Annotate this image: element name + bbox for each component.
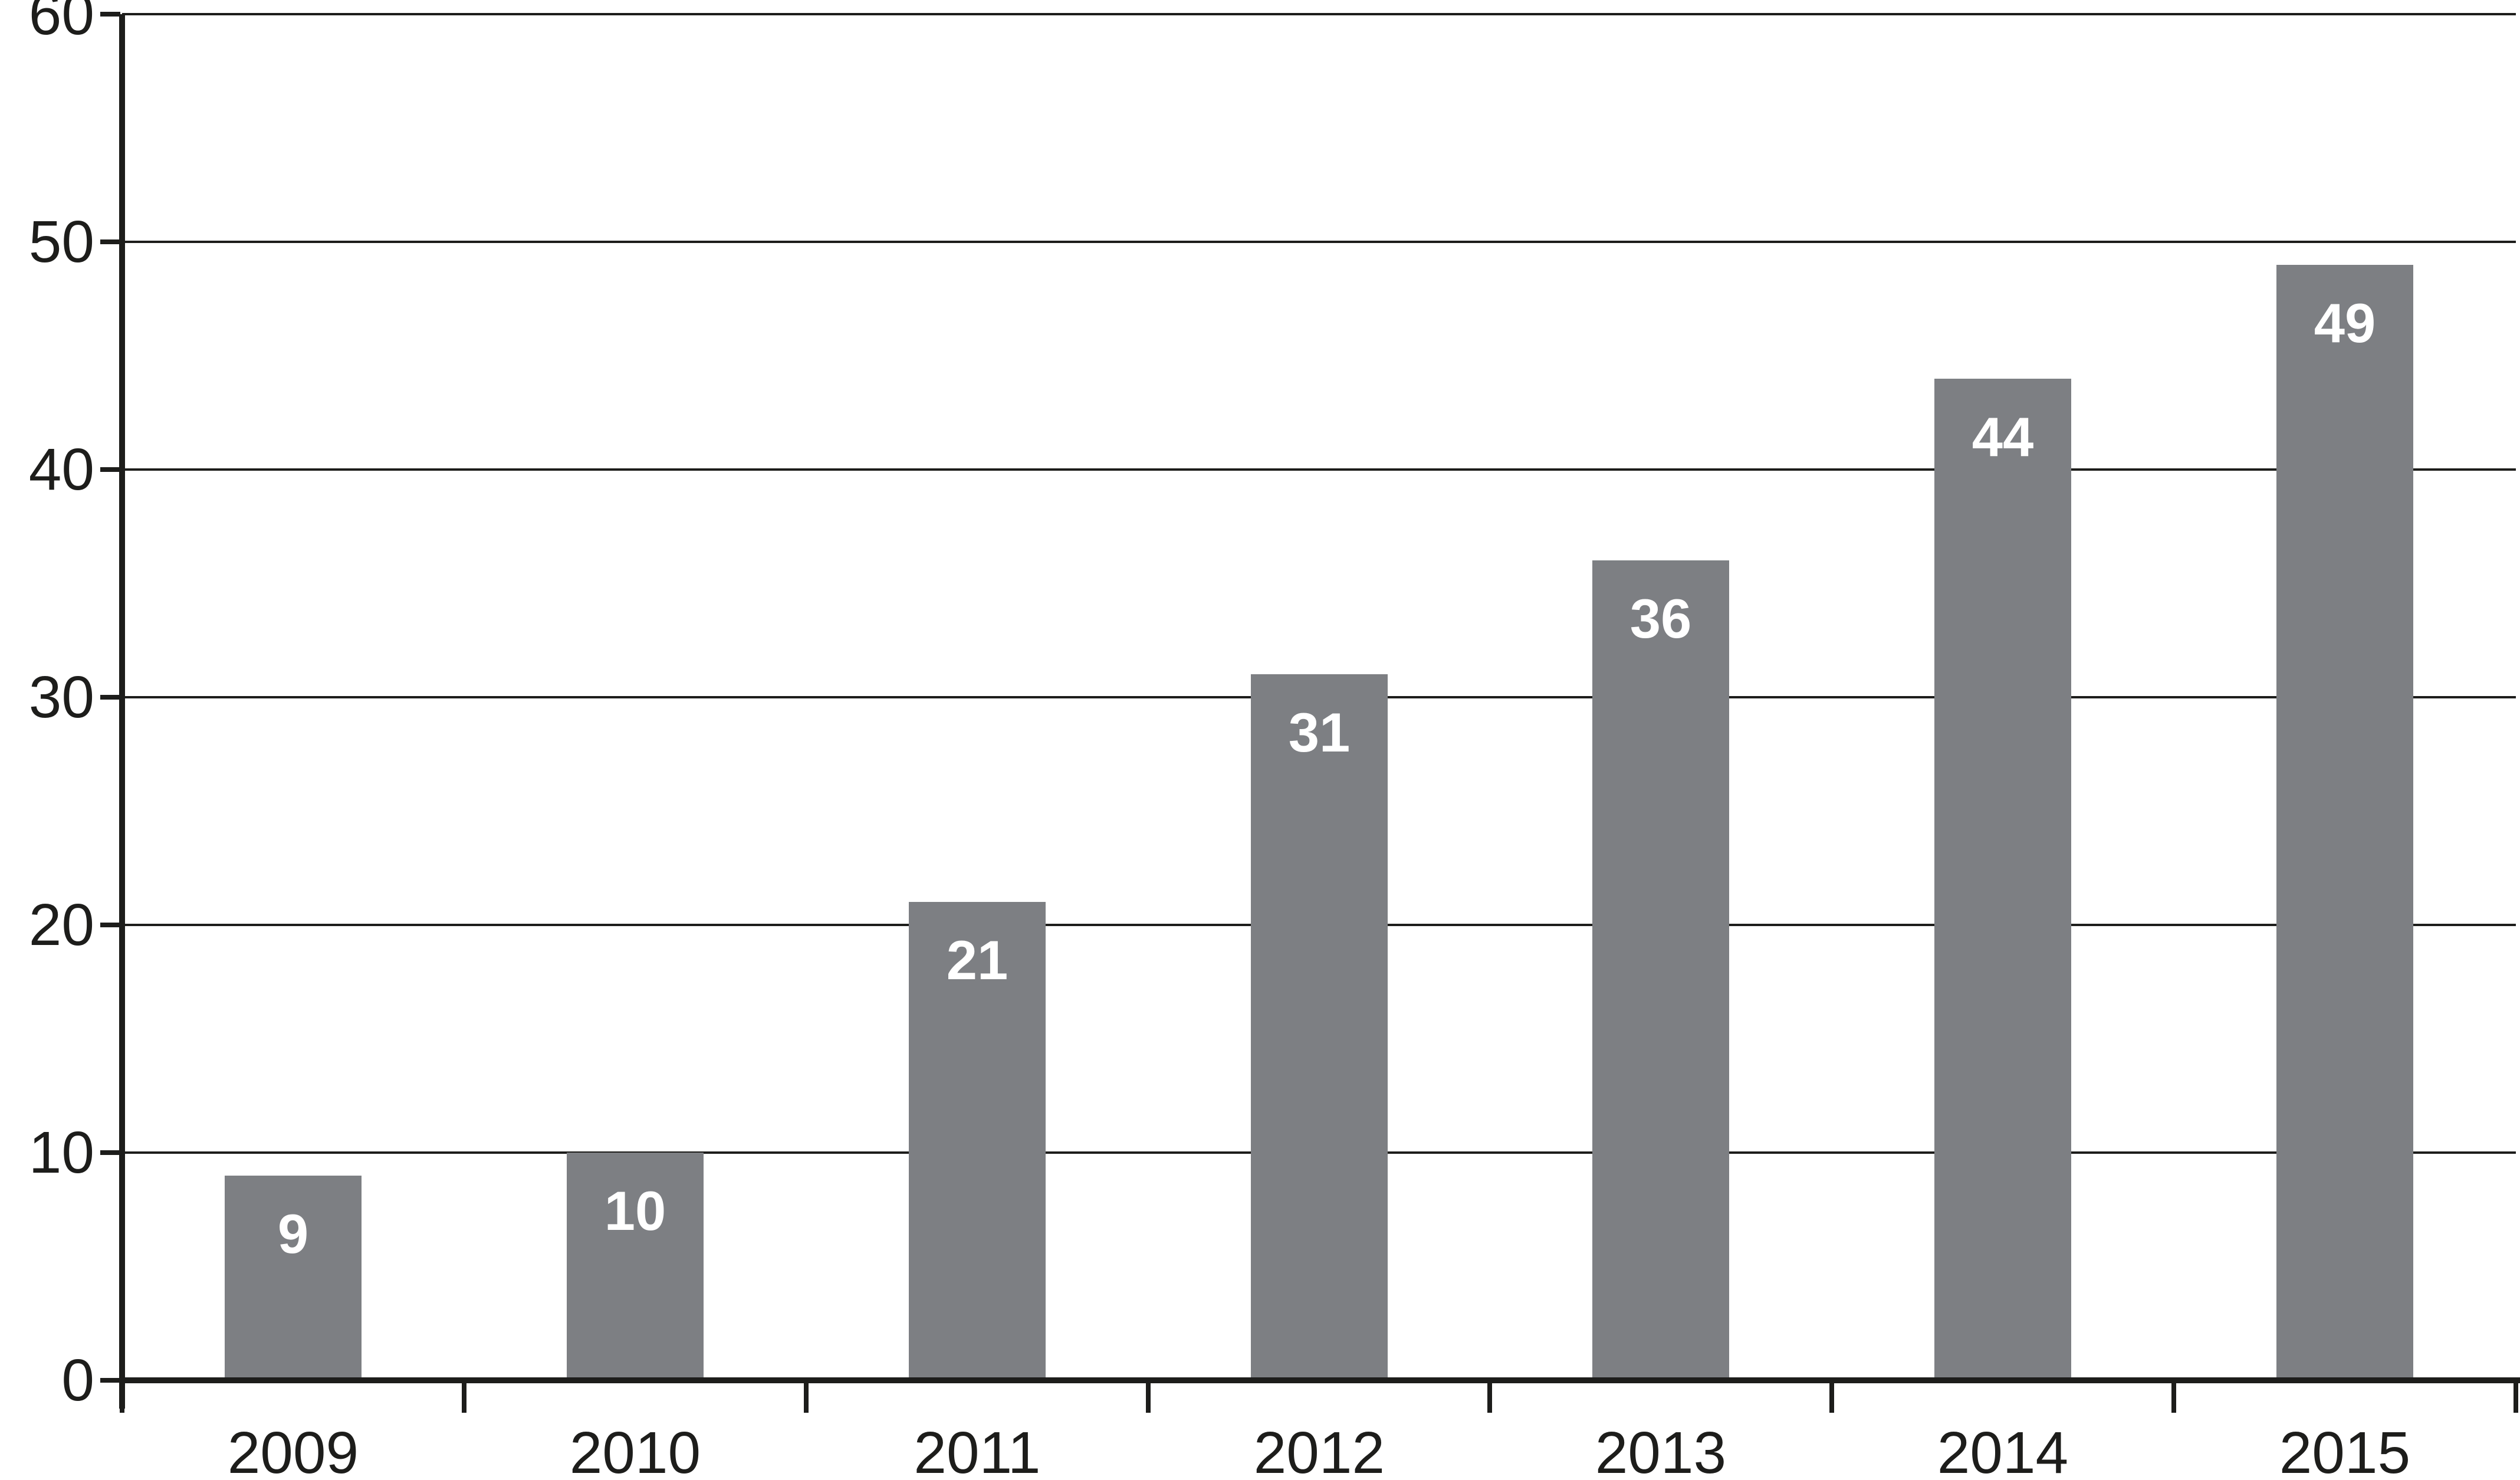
- x-axis-line: [119, 1377, 2520, 1383]
- y-axis-label-50: 50: [28, 209, 94, 275]
- gridline-y-40: [122, 468, 2516, 471]
- x-axis-label-2015: 2015: [2279, 1420, 2411, 1480]
- x-axis-label-2011: 2011: [914, 1420, 1041, 1480]
- bar-value-label-2009: 9: [277, 1203, 309, 1265]
- bar-2011: 21: [909, 902, 1046, 1380]
- plot-area: 9 10 21 31 36 44 49: [122, 13, 2516, 1380]
- y-axis-label-0: 0: [61, 1347, 94, 1413]
- y-axis-tick-30: [100, 695, 120, 700]
- y-axis-label-60: 60: [28, 0, 94, 47]
- y-axis-tick-60: [100, 12, 120, 17]
- bar-2010: 10: [567, 1153, 704, 1380]
- x-axis-tick-3: [1146, 1383, 1151, 1413]
- x-axis-tick-2: [804, 1383, 809, 1413]
- y-axis-label-20: 20: [28, 892, 94, 958]
- y-axis-line: [119, 14, 125, 1409]
- bar-2009: 9: [225, 1176, 362, 1380]
- bar-2012: 31: [1251, 674, 1388, 1380]
- x-axis-tick-1: [462, 1383, 466, 1413]
- bar-value-label-2014: 44: [1972, 406, 2034, 468]
- x-axis-label-2010: 2010: [569, 1420, 701, 1480]
- gridline-y-60: [122, 13, 2516, 15]
- bar-value-label-2013: 36: [1629, 588, 1692, 649]
- y-axis-tick-10: [100, 1150, 120, 1155]
- bar-2014: 44: [1934, 379, 2071, 1380]
- x-axis-tick-6: [2171, 1383, 2176, 1413]
- y-axis-tick-20: [100, 923, 120, 927]
- x-axis-tick-0: [120, 1383, 124, 1413]
- bar-value-label-2010: 10: [604, 1180, 666, 1242]
- y-axis-label-10: 10: [28, 1120, 94, 1186]
- bar-value-label-2015: 49: [2314, 292, 2376, 354]
- x-axis-label-2012: 2012: [1253, 1420, 1385, 1480]
- y-axis-label-40: 40: [28, 437, 94, 503]
- x-axis-label-2014: 2014: [1937, 1420, 2069, 1480]
- bar-value-label-2011: 21: [946, 929, 1008, 991]
- x-axis-label-2013: 2013: [1595, 1420, 1727, 1480]
- x-axis-tick-7: [2514, 1383, 2518, 1413]
- y-axis-tick-0: [100, 1378, 120, 1383]
- gridline-y-50: [122, 241, 2516, 243]
- y-axis-tick-40: [100, 467, 120, 472]
- y-axis-label-30: 30: [28, 664, 94, 730]
- x-axis-tick-4: [1487, 1383, 1492, 1413]
- y-axis-tick-50: [100, 239, 120, 244]
- bar-2015: 49: [2276, 265, 2413, 1380]
- bar-2013: 36: [1592, 560, 1729, 1380]
- bar-value-label-2012: 31: [1288, 701, 1351, 763]
- x-axis-tick-5: [1829, 1383, 1834, 1413]
- x-axis-label-2009: 2009: [227, 1420, 359, 1480]
